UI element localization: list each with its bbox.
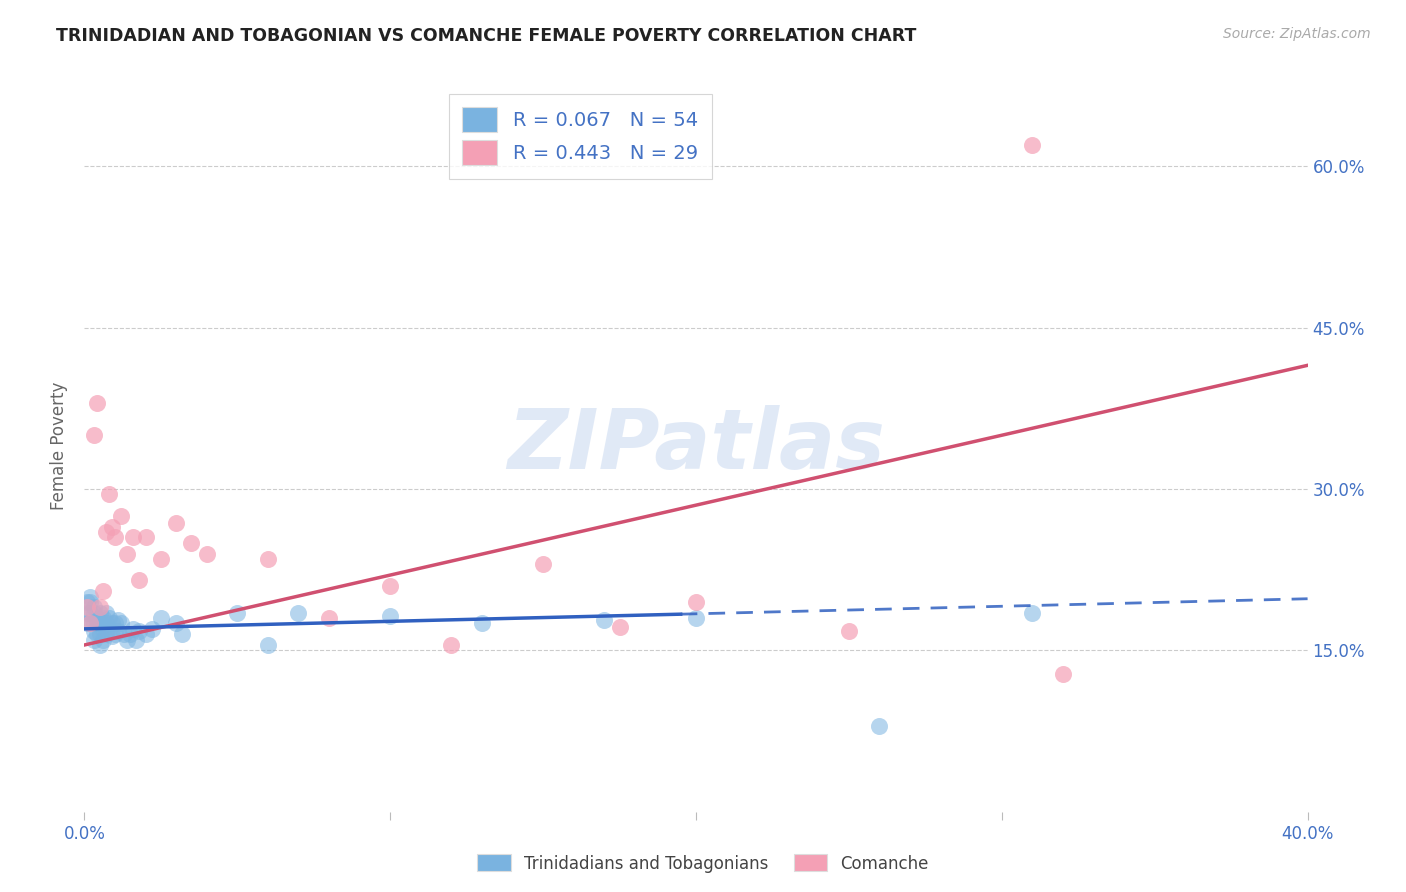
Point: [76, 616, 98, 631]
Point: [83, 624, 105, 638]
Point: [97, 611, 120, 625]
Point: [104, 627, 127, 641]
Point: [76, 595, 98, 609]
Point: [257, 552, 280, 566]
Point: [86, 616, 108, 631]
Point: [86, 611, 108, 625]
Point: [318, 611, 340, 625]
Point: [79, 616, 101, 631]
Y-axis label: Female Poverty: Female Poverty: [51, 382, 69, 510]
Point: [172, 627, 194, 641]
Point: [609, 620, 631, 634]
Point: [101, 519, 124, 533]
Point: [287, 606, 309, 620]
Point: [101, 629, 124, 643]
Point: [97, 487, 120, 501]
Point: [94, 627, 117, 641]
Point: [115, 632, 138, 647]
Point: [94, 616, 117, 631]
Point: [79, 595, 101, 609]
Point: [869, 719, 891, 733]
Point: [76, 606, 98, 620]
Point: [380, 609, 402, 624]
Point: [1021, 606, 1043, 620]
Point: [226, 606, 249, 620]
Point: [107, 613, 129, 627]
Point: [83, 606, 105, 620]
Text: TRINIDADIAN AND TOBAGONIAN VS COMANCHE FEMALE POVERTY CORRELATION CHART: TRINIDADIAN AND TOBAGONIAN VS COMANCHE F…: [56, 27, 917, 45]
Point: [1021, 137, 1043, 152]
Point: [135, 530, 157, 544]
Point: [1052, 667, 1074, 681]
Point: [165, 616, 187, 631]
Point: [685, 595, 707, 609]
Point: [149, 552, 172, 566]
Point: [195, 547, 218, 561]
Point: [165, 516, 187, 531]
Point: [122, 530, 145, 544]
Point: [86, 627, 108, 641]
Point: [107, 624, 129, 638]
Point: [83, 616, 105, 631]
Point: [838, 624, 860, 638]
Point: [440, 638, 463, 652]
Point: [83, 632, 105, 647]
Point: [91, 622, 114, 636]
Point: [471, 616, 494, 631]
Point: [91, 584, 114, 599]
Point: [89, 616, 111, 631]
Point: [110, 616, 132, 631]
Point: [104, 616, 127, 631]
Point: [122, 622, 145, 636]
Point: [141, 622, 163, 636]
Point: [79, 590, 101, 604]
Point: [91, 632, 114, 647]
Point: [91, 611, 114, 625]
Point: [76, 600, 98, 615]
Legend: Trinidadians and Tobagonians, Comanche: Trinidadians and Tobagonians, Comanche: [471, 847, 935, 880]
Point: [120, 627, 142, 641]
Point: [112, 627, 135, 641]
Legend: R = 0.067   N = 54, R = 0.443   N = 29: R = 0.067 N = 54, R = 0.443 N = 29: [449, 94, 711, 178]
Point: [89, 606, 111, 620]
Text: ZIPatlas: ZIPatlas: [508, 406, 884, 486]
Point: [94, 606, 117, 620]
Point: [79, 616, 101, 631]
Point: [83, 600, 105, 615]
Point: [101, 616, 124, 631]
Point: [125, 632, 148, 647]
Point: [104, 530, 127, 544]
Point: [593, 613, 616, 627]
Point: [89, 638, 111, 652]
Point: [685, 611, 707, 625]
Point: [115, 547, 138, 561]
Point: [180, 536, 202, 550]
Point: [86, 396, 108, 410]
Point: [97, 622, 120, 636]
Point: [531, 558, 554, 572]
Point: [110, 508, 132, 523]
Point: [135, 627, 157, 641]
Text: Source: ZipAtlas.com: Source: ZipAtlas.com: [1223, 27, 1371, 41]
Point: [149, 611, 172, 625]
Point: [257, 638, 280, 652]
Point: [83, 428, 105, 442]
Point: [94, 524, 117, 539]
Point: [79, 606, 101, 620]
Point: [380, 579, 402, 593]
Point: [128, 574, 150, 588]
Point: [89, 600, 111, 615]
Point: [128, 624, 150, 638]
Point: [89, 627, 111, 641]
